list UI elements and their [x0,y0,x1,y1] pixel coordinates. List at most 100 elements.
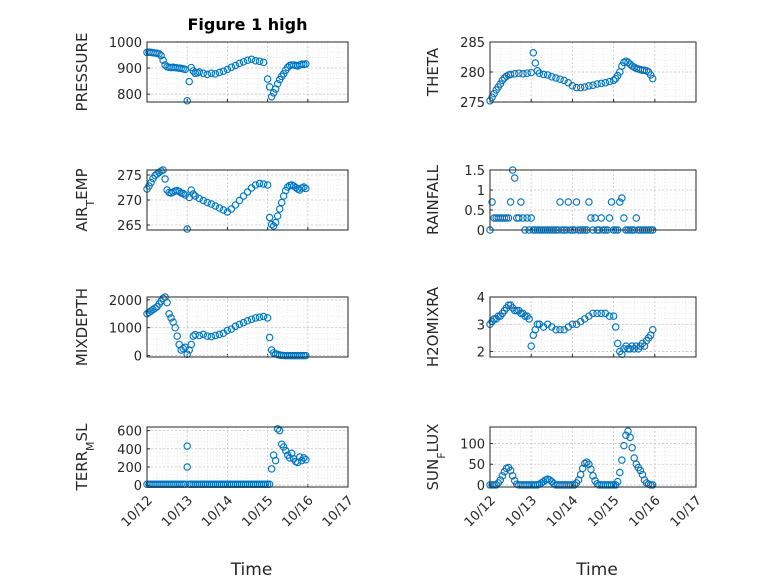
data-point [265,333,274,342]
data-point [533,67,542,75]
data-point [517,198,525,206]
x-axis-label: Time [230,560,273,580]
data-point [636,466,645,475]
series-sun_flux [486,427,657,489]
data-point [589,309,597,318]
data-point [609,312,618,320]
data-point [247,315,256,324]
data-point [157,51,165,60]
data-point [618,194,626,202]
chart-title: Figure 1 high [188,15,308,34]
data-point [552,325,560,334]
data-point [585,82,593,90]
data-point [185,77,193,86]
data-point [302,184,310,193]
data-point [527,214,535,222]
data-point [273,79,282,88]
subplot-sun_flux: 0 50 100 SUNFLUX 10/12 10/13 10/14 10/15 10/16 10… [424,424,705,580]
axes-frame [146,296,349,358]
data-point [285,454,294,462]
data-point [273,212,282,220]
data-point [539,70,548,79]
data-point [504,214,513,222]
data-point [515,214,523,222]
data-point [302,60,310,68]
data-point [519,214,527,222]
data-point [211,70,220,78]
data-point [183,442,191,450]
subplot-theta: 275 280 285 THETA [424,36,697,111]
data-point [508,472,517,480]
y-tick-label: 275 [460,96,485,111]
data-point [605,214,614,222]
data-point [267,220,276,229]
x-tick-label: 10/14 [199,493,236,530]
data-point [581,83,589,91]
y-tick-label: 0.5 [464,204,485,219]
y-axis-label: AIRTEMP [73,168,97,231]
data-point [161,175,169,183]
data-point [587,465,595,473]
data-point [199,69,208,78]
data-point [613,339,622,348]
data-point [207,332,216,341]
data-point [300,351,308,360]
data-point [587,214,595,222]
data-point [159,56,167,65]
axes-frame [489,426,697,488]
data-point [597,309,605,318]
data-point [605,77,614,86]
x-tick-label: 10/13 [159,493,196,530]
data-point [570,481,579,489]
data-point [259,58,268,67]
data-point [298,351,306,360]
data-point [564,198,573,206]
y-tick-label: 400 [117,443,142,458]
data-point [263,75,272,83]
data-point [203,70,212,79]
y-tick-label: 1000 [109,36,142,51]
data-point [628,443,636,452]
data-point [219,67,228,75]
data-point [648,481,657,489]
data-point [223,326,232,335]
data-point [613,71,622,80]
y-tick-label: 270 [117,194,142,209]
data-point [500,214,509,222]
data-point [259,312,268,321]
data-point [279,70,288,78]
data-point [235,59,244,68]
y-axis-label: PRESSURE [73,33,91,112]
data-point [646,481,655,489]
y-tick-label: 1000 [109,322,142,337]
data-point [243,188,252,196]
data-point [529,49,538,57]
data-point [523,69,531,77]
data-point [195,68,204,76]
y-axis-label: TERRMSL [73,423,97,492]
data-point [648,74,657,83]
y-tick-label: 2 [477,346,485,361]
data-point [626,433,634,442]
y-tick-label: 275 [117,169,142,184]
data-point [510,70,519,78]
data-point [243,316,252,325]
data-point [488,93,496,101]
data-point [251,314,260,322]
y-tick-label: 1.5 [464,164,485,179]
data-point [223,65,232,74]
data-point [231,61,240,70]
data-point [632,214,641,222]
data-point [267,465,276,473]
data-point [231,322,240,331]
data-point [167,314,175,322]
y-tick-label: 0 [477,479,485,494]
data-point [251,181,260,189]
data-point [277,198,286,207]
y-axis-label: H2OMIXRA [424,286,442,367]
data-point [247,55,256,63]
data-point [527,342,535,350]
data-point [263,181,272,189]
y-tick-label: 0 [134,350,142,365]
